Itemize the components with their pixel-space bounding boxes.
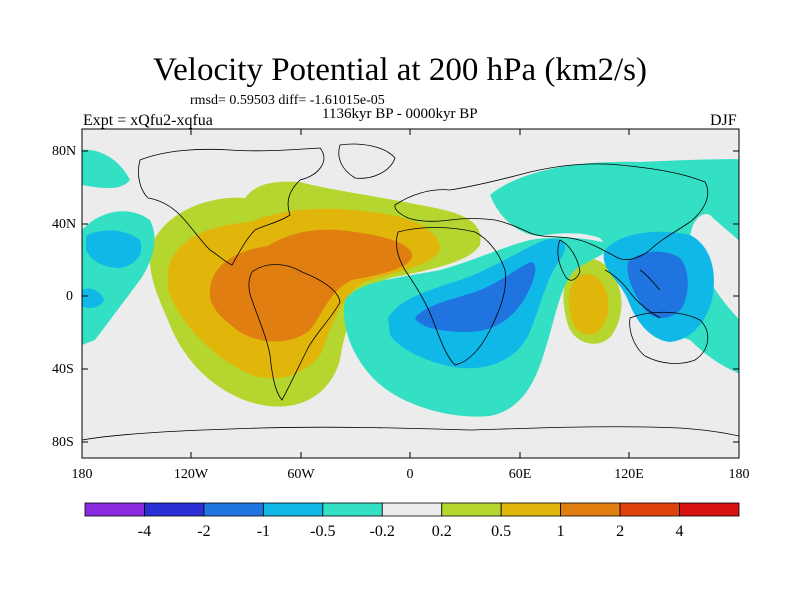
lat-label-80n: 80N — [52, 144, 76, 159]
colorbar-swatch-9 — [619, 502, 680, 517]
india-coast — [557, 239, 581, 281]
lat-label-80s: 80S — [52, 435, 74, 450]
africa-coast — [396, 227, 507, 366]
lon-label-180w: 180 — [72, 467, 93, 482]
north-america-coast — [138, 147, 325, 266]
rmsd-stats: rmsd= 0.59503 diff= -1.61015e-05 — [190, 93, 385, 108]
colorbar-swatch-7 — [500, 502, 562, 517]
colorbar-label-5: 0.2 — [432, 523, 452, 540]
lat-label-40s: 40S — [52, 362, 74, 377]
colorbar-label-6: 0.5 — [491, 523, 511, 540]
colorbar-label-0: -4 — [138, 523, 151, 540]
antarctica-coast — [82, 426, 739, 441]
greenland-coast — [338, 143, 396, 179]
colorbar-swatch-1 — [144, 502, 205, 517]
south-america-coast — [248, 264, 341, 401]
colorbar-swatch-10 — [679, 502, 740, 517]
coastlines — [82, 143, 739, 441]
colorbar-swatch-4 — [322, 502, 383, 517]
axis-ticks — [81, 129, 740, 458]
colorbar-swatch-0 — [84, 502, 145, 517]
positive-region-indian-inner — [568, 273, 609, 335]
negative-region-epac-inner — [86, 230, 142, 268]
lon-label-180e: 180 — [729, 467, 750, 482]
colorbar-swatch-6 — [441, 502, 502, 517]
colorbar-label-7: 1 — [557, 523, 565, 540]
colorbar-swatch-5 — [381, 502, 443, 517]
negative-region-epac-south — [82, 288, 104, 308]
lat-labels: 80N 40N 0 40S 80S — [52, 144, 76, 450]
colorbar-label-8: 2 — [616, 523, 624, 540]
lon-label-60w: 60W — [287, 467, 315, 482]
colorbar-label-1: -2 — [197, 523, 210, 540]
lat-label-40n: 40N — [52, 217, 76, 232]
time-period: 1136kyr BP - 0000kyr BP — [322, 106, 478, 122]
lon-label-120e: 120E — [614, 467, 644, 482]
europe-asia-coast — [394, 163, 709, 260]
colorbar-labels: -4 -2 -1 -0.5 -0.2 0.2 0.5 1 2 4 — [138, 523, 684, 540]
australia-coast — [629, 311, 709, 364]
colorbar-swatch-8 — [560, 502, 621, 517]
lon-label-0: 0 — [407, 467, 414, 482]
colorbar-label-2: -1 — [257, 523, 270, 540]
colorbar-swatch-2 — [203, 502, 264, 517]
colorbar-label-9: 4 — [676, 523, 684, 540]
colorbar-label-3: -0.5 — [310, 523, 335, 540]
colorbar-label-4: -0.2 — [370, 523, 395, 540]
lon-labels: 180 120W 60W 0 60E 120E 180 — [72, 467, 750, 482]
colorbar-swatch-3 — [262, 502, 324, 517]
colorbar — [84, 502, 740, 517]
page-title: Velocity Potential at 200 hPa (km2/s) — [152, 52, 648, 88]
negative-region-nw — [82, 149, 130, 189]
lon-label-60e: 60E — [509, 467, 532, 482]
contour-fields — [82, 149, 739, 417]
lat-label-0: 0 — [66, 289, 73, 304]
lon-label-120w: 120W — [174, 467, 209, 482]
season-label: DJF — [710, 112, 737, 129]
experiment-label: Expt = xQfu2-xqfua — [83, 112, 213, 129]
positive-region-americas-inner — [209, 229, 413, 342]
negative-region-wpac-inner — [627, 251, 688, 319]
